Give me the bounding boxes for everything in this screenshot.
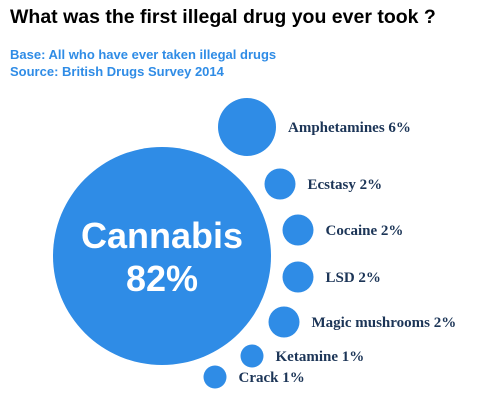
chart-title: What was the first illegal drug you ever…: [10, 6, 436, 28]
bubble-lsd: [282, 261, 314, 293]
base-note: Base: All who have ever taken illegal dr…: [10, 47, 277, 62]
bubble-ketamine: [240, 344, 264, 368]
bubble-label-magic-mushrooms: Magic mushrooms 2%: [312, 315, 457, 331]
bubble-value-cannabis: 82%: [126, 258, 198, 299]
bubble-label-ketamine: Ketamine 1%: [276, 349, 365, 365]
bubble-magic-mushrooms: [268, 306, 300, 338]
bubble-amphetamines: [218, 98, 276, 156]
bubble-cocaine: [282, 214, 314, 246]
bubble-crack: [203, 365, 227, 389]
bubble-label-lsd: LSD 2%: [326, 270, 381, 286]
bubble-label-cocaine: Cocaine 2%: [326, 223, 404, 239]
bubble-label-cannabis: Cannabis: [81, 215, 243, 256]
bubble-label-crack: Crack 1%: [239, 370, 305, 386]
bubble-label-amphetamines: Amphetamines 6%: [288, 120, 411, 136]
bubble-label-ecstasy: Ecstasy 2%: [308, 177, 383, 193]
bubble-cannabis: [53, 147, 271, 365]
bubble-ecstasy: [264, 168, 296, 200]
source-note: Source: British Drugs Survey 2014: [10, 64, 224, 79]
